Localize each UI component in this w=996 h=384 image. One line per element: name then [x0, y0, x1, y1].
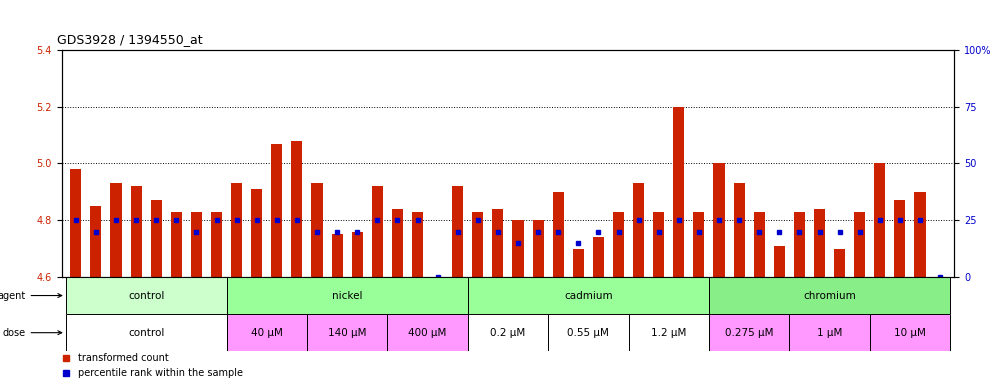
- Bar: [734, 183, 745, 277]
- Bar: [709, 314, 790, 351]
- Bar: [472, 212, 483, 277]
- Bar: [492, 209, 503, 277]
- Bar: [633, 183, 644, 277]
- Text: GDS3928 / 1394550_at: GDS3928 / 1394550_at: [57, 33, 202, 46]
- Bar: [226, 314, 307, 351]
- Bar: [226, 277, 468, 314]
- Text: percentile rank within the sample: percentile rank within the sample: [78, 368, 243, 378]
- Text: chromium: chromium: [803, 291, 856, 301]
- Text: agent: agent: [0, 291, 62, 301]
- Text: 0.55 μM: 0.55 μM: [568, 328, 610, 338]
- Bar: [573, 248, 584, 277]
- Bar: [332, 234, 343, 277]
- Bar: [66, 314, 226, 351]
- Bar: [653, 212, 664, 277]
- Bar: [790, 314, 870, 351]
- Text: 1.2 μM: 1.2 μM: [651, 328, 686, 338]
- Bar: [387, 314, 468, 351]
- Bar: [870, 314, 950, 351]
- Bar: [513, 220, 524, 277]
- Bar: [548, 314, 628, 351]
- Bar: [211, 212, 222, 277]
- Bar: [391, 209, 403, 277]
- Bar: [71, 169, 82, 277]
- Bar: [914, 192, 925, 277]
- Bar: [170, 212, 182, 277]
- Bar: [307, 314, 387, 351]
- Bar: [91, 206, 102, 277]
- Text: 0.2 μM: 0.2 μM: [490, 328, 526, 338]
- Bar: [814, 209, 825, 277]
- Bar: [754, 212, 765, 277]
- Text: 140 μM: 140 μM: [328, 328, 367, 338]
- Bar: [150, 200, 161, 277]
- Bar: [191, 212, 202, 277]
- Text: transformed count: transformed count: [78, 354, 168, 364]
- Bar: [533, 220, 544, 277]
- Text: 400 μM: 400 μM: [408, 328, 447, 338]
- Bar: [271, 144, 282, 277]
- Bar: [468, 314, 548, 351]
- Bar: [468, 277, 709, 314]
- Bar: [292, 141, 303, 277]
- Bar: [66, 277, 226, 314]
- Bar: [894, 200, 905, 277]
- Bar: [231, 183, 242, 277]
- Text: 10 μM: 10 μM: [894, 328, 926, 338]
- Text: control: control: [127, 328, 164, 338]
- Bar: [372, 186, 382, 277]
- Bar: [693, 212, 704, 277]
- Bar: [855, 212, 866, 277]
- Bar: [312, 183, 323, 277]
- Bar: [709, 277, 950, 314]
- Bar: [834, 248, 846, 277]
- Text: 0.275 μM: 0.275 μM: [725, 328, 774, 338]
- Bar: [628, 314, 709, 351]
- Bar: [673, 107, 684, 277]
- Text: 1 μM: 1 μM: [817, 328, 843, 338]
- Text: nickel: nickel: [332, 291, 363, 301]
- Bar: [774, 246, 785, 277]
- Bar: [130, 186, 141, 277]
- Bar: [794, 212, 805, 277]
- Bar: [874, 164, 885, 277]
- Bar: [352, 232, 363, 277]
- Bar: [111, 183, 122, 277]
- Text: dose: dose: [2, 328, 62, 338]
- Bar: [553, 192, 564, 277]
- Bar: [452, 186, 463, 277]
- Bar: [713, 164, 724, 277]
- Text: 40 μM: 40 μM: [251, 328, 283, 338]
- Text: cadmium: cadmium: [564, 291, 613, 301]
- Text: control: control: [127, 291, 164, 301]
- Bar: [251, 189, 262, 277]
- Bar: [593, 237, 604, 277]
- Bar: [412, 212, 423, 277]
- Bar: [613, 212, 624, 277]
